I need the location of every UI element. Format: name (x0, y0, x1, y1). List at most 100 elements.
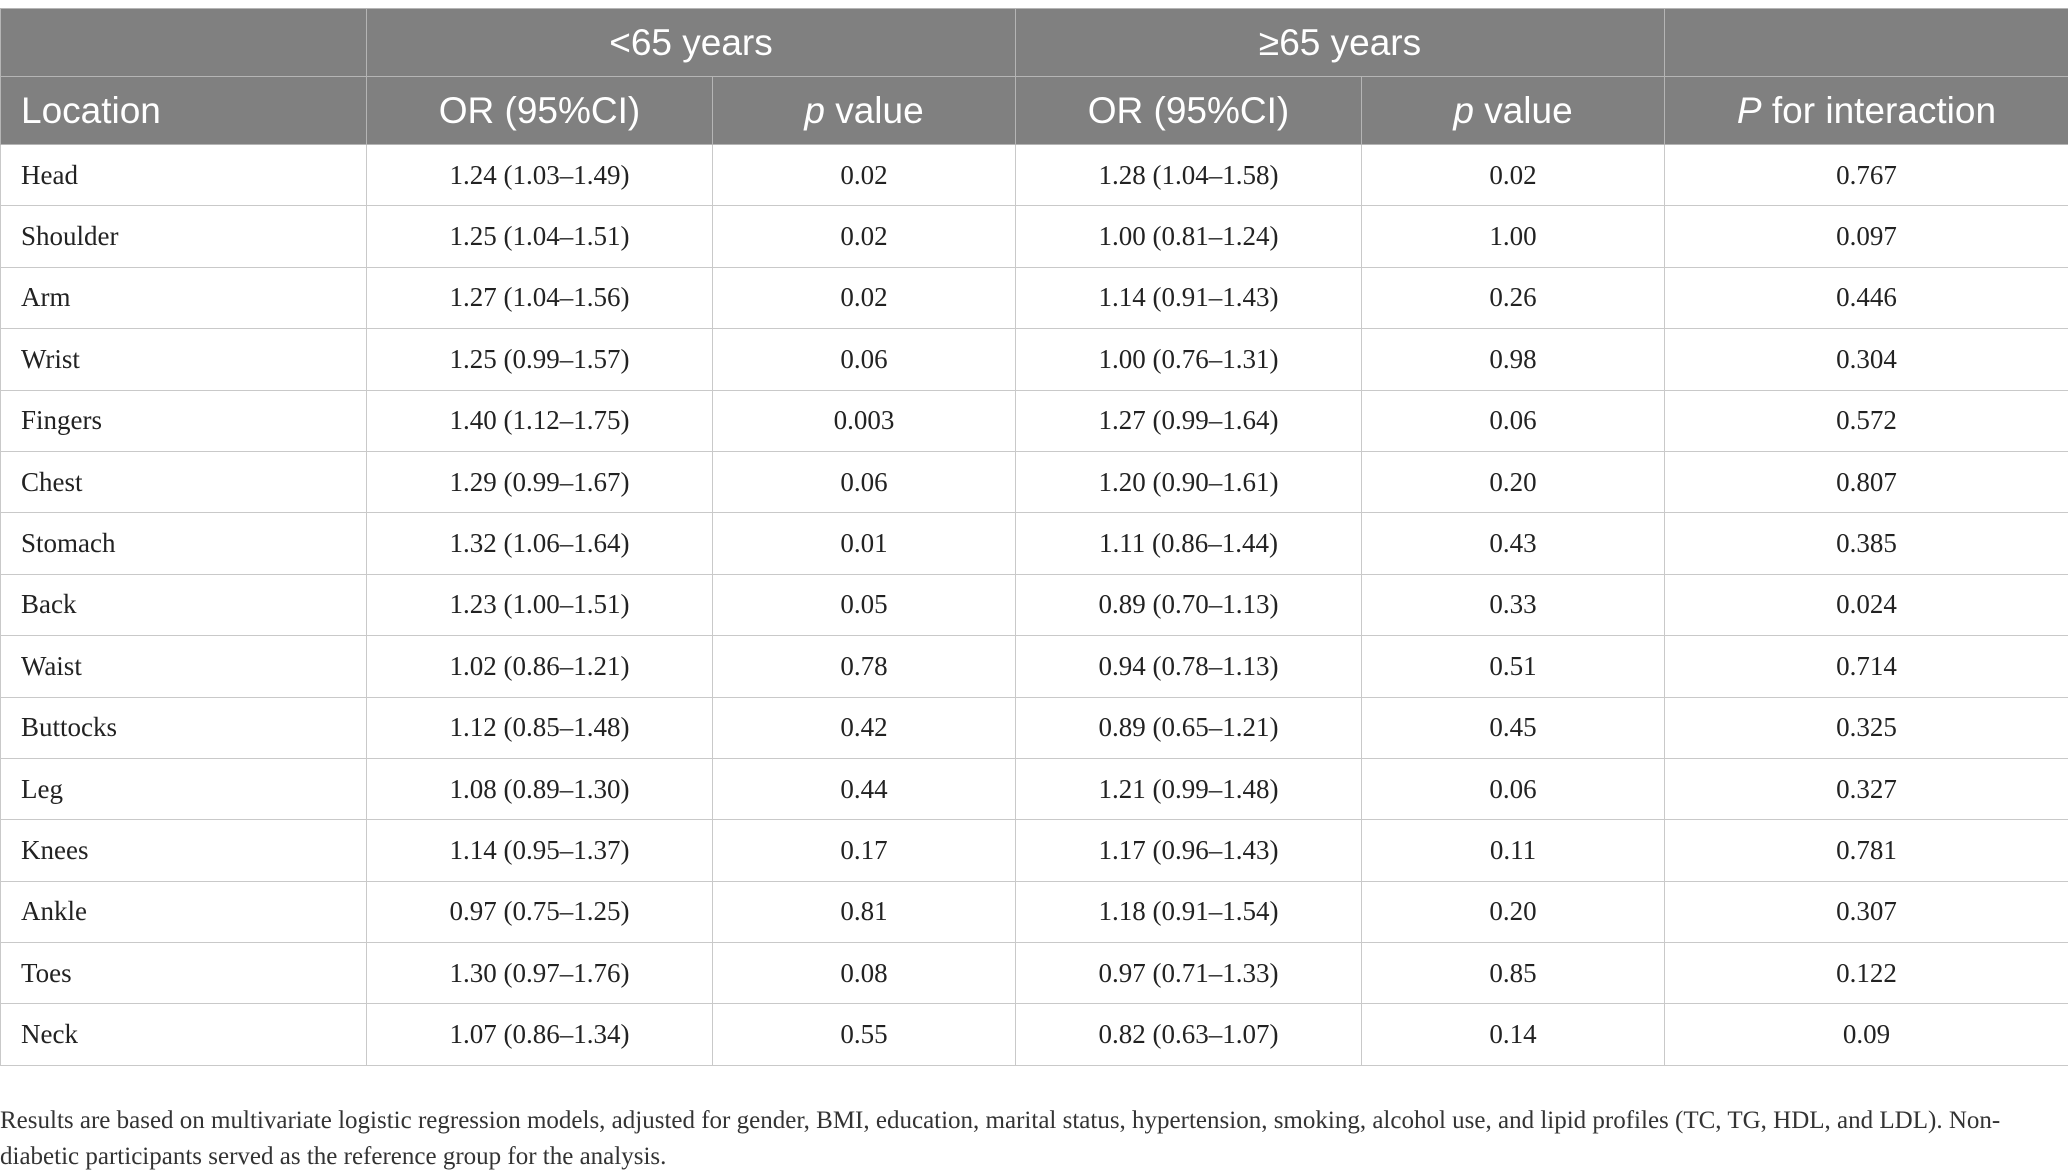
cell-or-under-65: 1.30 (0.97–1.76) (367, 943, 713, 1004)
table-footnote: Results are based on multivariate logist… (0, 1103, 2040, 1175)
cell-p-under-65: 0.06 (713, 451, 1016, 512)
cell-p-interaction: 0.325 (1665, 697, 2068, 758)
cell-p-interaction: 0.327 (1665, 758, 2068, 819)
cell-or-under-65: 0.97 (0.75–1.25) (367, 881, 713, 942)
group-header-empty-right (1665, 9, 2068, 77)
cell-location: Fingers (1, 390, 367, 451)
table-row: Chest 1.29 (0.99–1.67) 0.06 1.20 (0.90–1… (1, 451, 2068, 512)
cell-p-65-and-over: 0.20 (1362, 881, 1665, 942)
cell-location: Leg (1, 758, 367, 819)
cell-or-65-and-over: 0.97 (0.71–1.33) (1016, 943, 1362, 1004)
table-body: Head 1.24 (1.03–1.49) 0.02 1.28 (1.04–1.… (1, 145, 2068, 1066)
cell-location: Wrist (1, 329, 367, 390)
column-header-p-interaction: P for interaction (1665, 77, 2068, 145)
cell-p-under-65: 0.003 (713, 390, 1016, 451)
cell-p-under-65: 0.01 (713, 513, 1016, 574)
cell-p-65-and-over: 0.85 (1362, 943, 1665, 1004)
table-row: Buttocks 1.12 (0.85–1.48) 0.42 0.89 (0.6… (1, 697, 2068, 758)
cell-p-65-and-over: 0.11 (1362, 820, 1665, 881)
table-row: Knees 1.14 (0.95–1.37) 0.17 1.17 (0.96–1… (1, 820, 2068, 881)
column-header-p-65-and-over: p value (1362, 77, 1665, 145)
cell-location: Stomach (1, 513, 367, 574)
table-row: Stomach 1.32 (1.06–1.64) 0.01 1.11 (0.86… (1, 513, 2068, 574)
cell-location: Back (1, 574, 367, 635)
group-header-65-and-over: ≥65 years (1016, 9, 1665, 77)
cell-or-under-65: 1.07 (0.86–1.34) (367, 1004, 713, 1065)
cell-p-65-and-over: 0.20 (1362, 451, 1665, 512)
cell-or-65-and-over: 1.21 (0.99–1.48) (1016, 758, 1362, 819)
results-table: <65 years ≥65 years Location OR (95%CI) … (0, 8, 2068, 1066)
cell-or-65-and-over: 0.94 (0.78–1.13) (1016, 636, 1362, 697)
table-row: Back 1.23 (1.00–1.51) 0.05 0.89 (0.70–1.… (1, 574, 2068, 635)
cell-p-65-and-over: 0.98 (1362, 329, 1665, 390)
cell-location: Arm (1, 267, 367, 328)
cell-location: Knees (1, 820, 367, 881)
cell-or-65-and-over: 1.18 (0.91–1.54) (1016, 881, 1362, 942)
cell-p-under-65: 0.81 (713, 881, 1016, 942)
cell-p-under-65: 0.02 (713, 206, 1016, 267)
table-row: Fingers 1.40 (1.12–1.75) 0.003 1.27 (0.9… (1, 390, 2068, 451)
table-row: Neck 1.07 (0.86–1.34) 0.55 0.82 (0.63–1.… (1, 1004, 2068, 1065)
cell-p-under-65: 0.05 (713, 574, 1016, 635)
column-header-p-under-65: p value (713, 77, 1016, 145)
results-table-container: <65 years ≥65 years Location OR (95%CI) … (0, 8, 2068, 1066)
column-header-or-under-65: OR (95%CI) (367, 77, 713, 145)
cell-or-under-65: 1.32 (1.06–1.64) (367, 513, 713, 574)
cell-p-interaction: 0.767 (1665, 145, 2068, 206)
table-header: <65 years ≥65 years Location OR (95%CI) … (1, 9, 2068, 145)
cell-p-interaction: 0.09 (1665, 1004, 2068, 1065)
cell-location: Head (1, 145, 367, 206)
cell-p-interaction: 0.097 (1665, 206, 2068, 267)
cell-p-65-and-over: 0.06 (1362, 758, 1665, 819)
column-header-row: Location OR (95%CI) p value OR (95%CI) p… (1, 77, 2068, 145)
cell-or-under-65: 1.25 (0.99–1.57) (367, 329, 713, 390)
p-italic: p (1453, 90, 1474, 131)
cell-location: Waist (1, 636, 367, 697)
cell-p-65-and-over: 0.06 (1362, 390, 1665, 451)
table-row: Shoulder 1.25 (1.04–1.51) 0.02 1.00 (0.8… (1, 206, 2068, 267)
p-suffix: value (1474, 90, 1573, 131)
cell-p-65-and-over: 0.45 (1362, 697, 1665, 758)
cell-p-under-65: 0.08 (713, 943, 1016, 1004)
table-row: Wrist 1.25 (0.99–1.57) 0.06 1.00 (0.76–1… (1, 329, 2068, 390)
cell-or-under-65: 1.02 (0.86–1.21) (367, 636, 713, 697)
cell-or-under-65: 1.40 (1.12–1.75) (367, 390, 713, 451)
interaction-suffix: for interaction (1762, 90, 1996, 131)
cell-location: Toes (1, 943, 367, 1004)
table-row: Leg 1.08 (0.89–1.30) 0.44 1.21 (0.99–1.4… (1, 758, 2068, 819)
cell-or-65-and-over: 1.14 (0.91–1.43) (1016, 267, 1362, 328)
cell-location: Neck (1, 1004, 367, 1065)
cell-location: Shoulder (1, 206, 367, 267)
column-header-location: Location (1, 77, 367, 145)
cell-p-under-65: 0.02 (713, 145, 1016, 206)
cell-or-65-and-over: 1.11 (0.86–1.44) (1016, 513, 1362, 574)
cell-or-65-and-over: 0.89 (0.70–1.13) (1016, 574, 1362, 635)
cell-p-65-and-over: 0.51 (1362, 636, 1665, 697)
table-row: Toes 1.30 (0.97–1.76) 0.08 0.97 (0.71–1.… (1, 943, 2068, 1004)
cell-p-under-65: 0.02 (713, 267, 1016, 328)
cell-p-interaction: 0.024 (1665, 574, 2068, 635)
cell-or-under-65: 1.12 (0.85–1.48) (367, 697, 713, 758)
cell-p-interaction: 0.304 (1665, 329, 2068, 390)
cell-p-65-and-over: 1.00 (1362, 206, 1665, 267)
cell-or-65-and-over: 1.17 (0.96–1.43) (1016, 820, 1362, 881)
cell-location: Ankle (1, 881, 367, 942)
cell-p-under-65: 0.42 (713, 697, 1016, 758)
cell-or-65-and-over: 1.28 (1.04–1.58) (1016, 145, 1362, 206)
cell-or-under-65: 1.27 (1.04–1.56) (367, 267, 713, 328)
cell-or-65-and-over: 1.27 (0.99–1.64) (1016, 390, 1362, 451)
table-row: Arm 1.27 (1.04–1.56) 0.02 1.14 (0.91–1.4… (1, 267, 2068, 328)
table-row: Head 1.24 (1.03–1.49) 0.02 1.28 (1.04–1.… (1, 145, 2068, 206)
cell-p-under-65: 0.78 (713, 636, 1016, 697)
cell-p-interaction: 0.572 (1665, 390, 2068, 451)
cell-p-interaction: 0.385 (1665, 513, 2068, 574)
cell-or-under-65: 1.23 (1.00–1.51) (367, 574, 713, 635)
cell-p-under-65: 0.55 (713, 1004, 1016, 1065)
cell-or-65-and-over: 1.00 (0.76–1.31) (1016, 329, 1362, 390)
cell-or-65-and-over: 1.00 (0.81–1.24) (1016, 206, 1362, 267)
cell-p-65-and-over: 0.02 (1362, 145, 1665, 206)
cell-p-65-and-over: 0.33 (1362, 574, 1665, 635)
cell-p-interaction: 0.446 (1665, 267, 2068, 328)
column-header-or-65-and-over: OR (95%CI) (1016, 77, 1362, 145)
cell-p-interaction: 0.714 (1665, 636, 2068, 697)
